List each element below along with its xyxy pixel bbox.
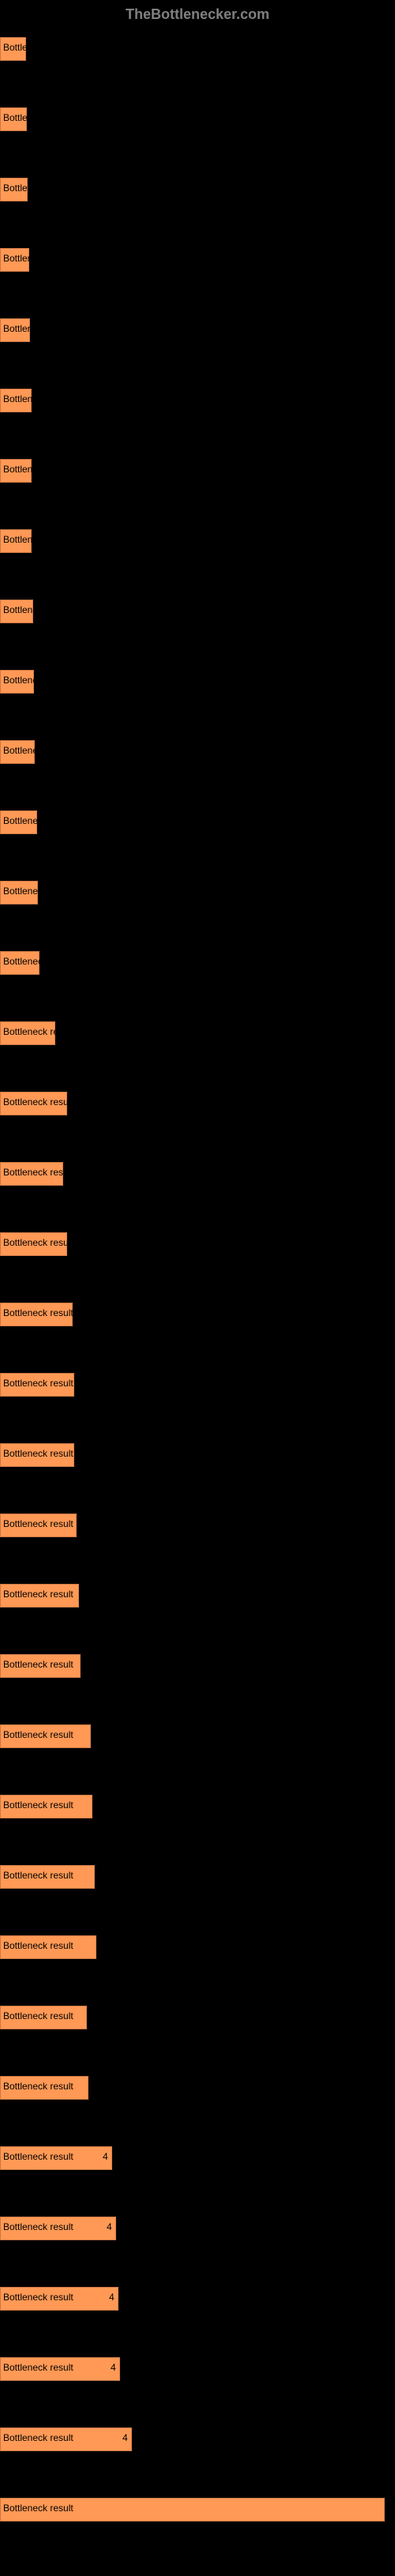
chart-bar-row: Bottleneck result	[0, 1232, 395, 1254]
chart-bar-row: Bottle	[0, 107, 395, 130]
chart-bar-value: 4	[103, 2151, 108, 2162]
chart-bar-row: Bottleneck result	[0, 1373, 395, 1395]
chart-bar-label: Bottleneck result	[3, 2151, 73, 2162]
page-title: TheBottlenecker.com	[0, 0, 395, 29]
chart-bar-row: Bottleneck result	[0, 1092, 395, 1114]
chart-bar-row: Bottleneck result 4	[0, 2287, 395, 2309]
chart-bar-row: Bottleneck res	[0, 1021, 395, 1044]
chart-bar-label: Bottleneck result	[3, 1096, 73, 1107]
chart-bar-label: Bottlen	[3, 464, 32, 475]
chart-bar-label: Bottleneck result	[3, 1729, 73, 1740]
chart-bar-row: Bottleneck result	[0, 2006, 395, 2028]
chart-bar-label: Bottlene	[3, 745, 38, 756]
chart-bar-label: Bottleneck result	[3, 2503, 73, 2514]
chart-bar-label: Bottleneck result	[3, 1518, 73, 1529]
chart-bar-label: Bottleneck result	[3, 2081, 73, 2092]
chart-bar-label: Bottle	[3, 182, 28, 194]
chart-bar-value: 4	[109, 2292, 115, 2303]
chart-bar-label: Bottler	[3, 253, 31, 264]
chart-bar-label: Bottleneck res	[3, 1026, 63, 1037]
chart-bar-label: Bottleneck result	[3, 2221, 73, 2232]
chart-bar-row: Bottlene	[0, 670, 395, 692]
chart-bar-label: Bottleneck result	[3, 1940, 73, 1951]
chart-bar-row: Bottleneck result	[0, 1303, 395, 1325]
chart-bar-row: Bottleneck result	[0, 1935, 395, 1957]
chart-bar-label: Bottleneck resul	[3, 1167, 70, 1178]
chart-bar-label: Bottlen	[3, 534, 32, 545]
chart-bar-row: Bottlen	[0, 459, 395, 481]
chart-bar-row: Bottle	[0, 178, 395, 200]
chart-bar-row: Bottleneck result	[0, 1514, 395, 1536]
chart-bar-row: Bottleneck result 4	[0, 2427, 395, 2450]
chart-bar-label: Bottlenec	[3, 815, 43, 826]
chart-bar-label: Bottler	[3, 323, 31, 334]
chart-bar-row: Bottleneck result 4	[0, 2217, 395, 2239]
chart-bar-label: Bottle	[3, 42, 28, 53]
chart-bar-label: Bottleneck result	[3, 1237, 73, 1248]
chart-bar-row: Bottle	[0, 37, 395, 59]
chart-bar-row: Bottleneck result	[0, 1865, 395, 1887]
chart-bar-label: Bottleneck result	[3, 1659, 73, 1670]
chart-bar-row: Bottler	[0, 248, 395, 270]
chart-bar-row: Bottleneck result	[0, 1795, 395, 1817]
chart-bar-row: Bottleneck result	[0, 2498, 395, 2520]
chart-bar-label: Bottlen	[3, 604, 32, 615]
chart-bar-label: Bottleneck result	[3, 1307, 73, 1318]
chart-bar-label: Bottleneck result	[3, 1870, 73, 1881]
chart-bar-row: Bottleneck	[0, 951, 395, 973]
chart-bar-label: Bottleneck result	[3, 2010, 73, 2021]
chart-bar-row: Bottlenec	[0, 810, 395, 833]
chart-bar-row: Bottleneck result	[0, 1443, 395, 1465]
chart-bar-label: Bottleneck result	[3, 1448, 73, 1459]
chart-bar-label: Bottleneck result	[3, 1378, 73, 1389]
chart-bar-label: Bottleneck result	[3, 1799, 73, 1811]
bottleneck-chart: Bottle Bottle Bottle Bottler Bottler Bottlen B…	[0, 29, 395, 2576]
chart-bar-row: Bottler	[0, 318, 395, 340]
chart-bar-row: Bottleneck resul	[0, 1162, 395, 1184]
chart-bar-row: Bottleneck result	[0, 1724, 395, 1747]
chart-bar-value: 4	[111, 2362, 116, 2373]
chart-bar-row: Bottlene	[0, 740, 395, 762]
chart-bar-label: Bottlene	[3, 675, 38, 686]
chart-bar-row: Bottleneck result	[0, 1584, 395, 1606]
chart-bar-row: Bottleneck result 4	[0, 2357, 395, 2379]
chart-bar-label: Bottlenec	[3, 886, 43, 897]
chart-bar-row: Bottlen	[0, 600, 395, 622]
chart-bar-label: Bottleneck	[3, 956, 47, 967]
chart-bar-row: Bottleneck result	[0, 1654, 395, 1676]
chart-bar-row: Bottlenec	[0, 881, 395, 903]
chart-bar-value: 4	[122, 2432, 128, 2443]
chart-bar-value: 4	[107, 2221, 112, 2232]
chart-bar-label: Bottle	[3, 112, 28, 123]
chart-bar-row: Bottleneck result 4	[0, 2146, 395, 2168]
chart-bar-label: Bottleneck result	[3, 2432, 73, 2443]
chart-bar-row: Bottlen	[0, 389, 395, 411]
chart-bar-row: Bottlen	[0, 529, 395, 551]
chart-bar-label: Bottleneck result	[3, 1589, 73, 1600]
chart-bar-label: Bottlen	[3, 393, 32, 404]
chart-bar-label: Bottleneck result	[3, 2362, 73, 2373]
chart-bar-label: Bottleneck result	[3, 2292, 73, 2303]
chart-bar-row: Bottleneck result	[0, 2076, 395, 2098]
